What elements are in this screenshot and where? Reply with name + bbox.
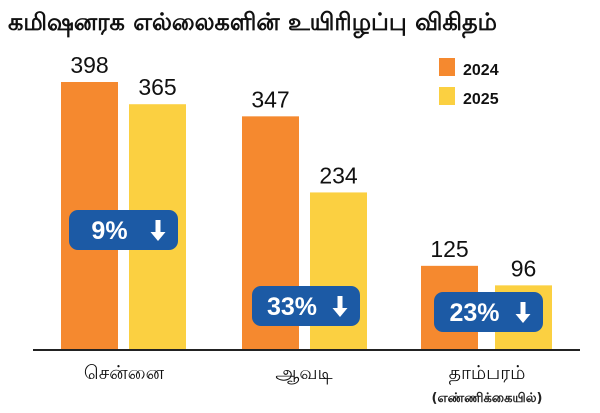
value-label-2025-chennai: 365 [138,74,176,100]
value-label-2024-avadi: 347 [251,86,289,112]
badge-background [434,292,543,332]
value-label-2025-tambaram: 96 [511,255,537,281]
decrease-label-tambaram: 23% [449,299,499,327]
legend-swatch-2024 [439,58,455,76]
category-label-avadi: ஆவடி [275,362,332,384]
footnote: (எண்ணிக்கையில்) [432,391,543,406]
down-arrow-icon [150,220,166,241]
value-label-2025-avadi: 234 [319,162,358,188]
legend-swatch-2025 [439,87,455,105]
category-label-chennai: சென்னை [84,362,165,384]
category-label-tambaram: தாம்பரம் [449,362,526,385]
badges: 9% 33% 23% [69,210,543,332]
decrease-badge-tambaram: 23% [434,292,543,332]
down-arrow-icon [515,302,531,323]
decrease-label-chennai: 9% [91,217,127,245]
value-label-2024-tambaram: 125 [430,236,468,262]
decrease-label-avadi: 33% [267,293,317,321]
badge-background [252,286,360,326]
decrease-badge-chennai: 9% [69,210,178,250]
badge-background [69,210,178,250]
chart-title: கமிஷனரக எல்லைகளின் உயிரிழப்பு விகிதம் [8,8,497,39]
decrease-badge-avadi: 33% [252,286,360,326]
legend-label-2025: 2025 [463,91,499,108]
bar-2025-avadi [310,192,367,350]
value-label-2024-chennai: 398 [70,52,108,78]
down-arrow-icon [332,296,348,317]
legend-label-2024: 2024 [463,62,499,79]
